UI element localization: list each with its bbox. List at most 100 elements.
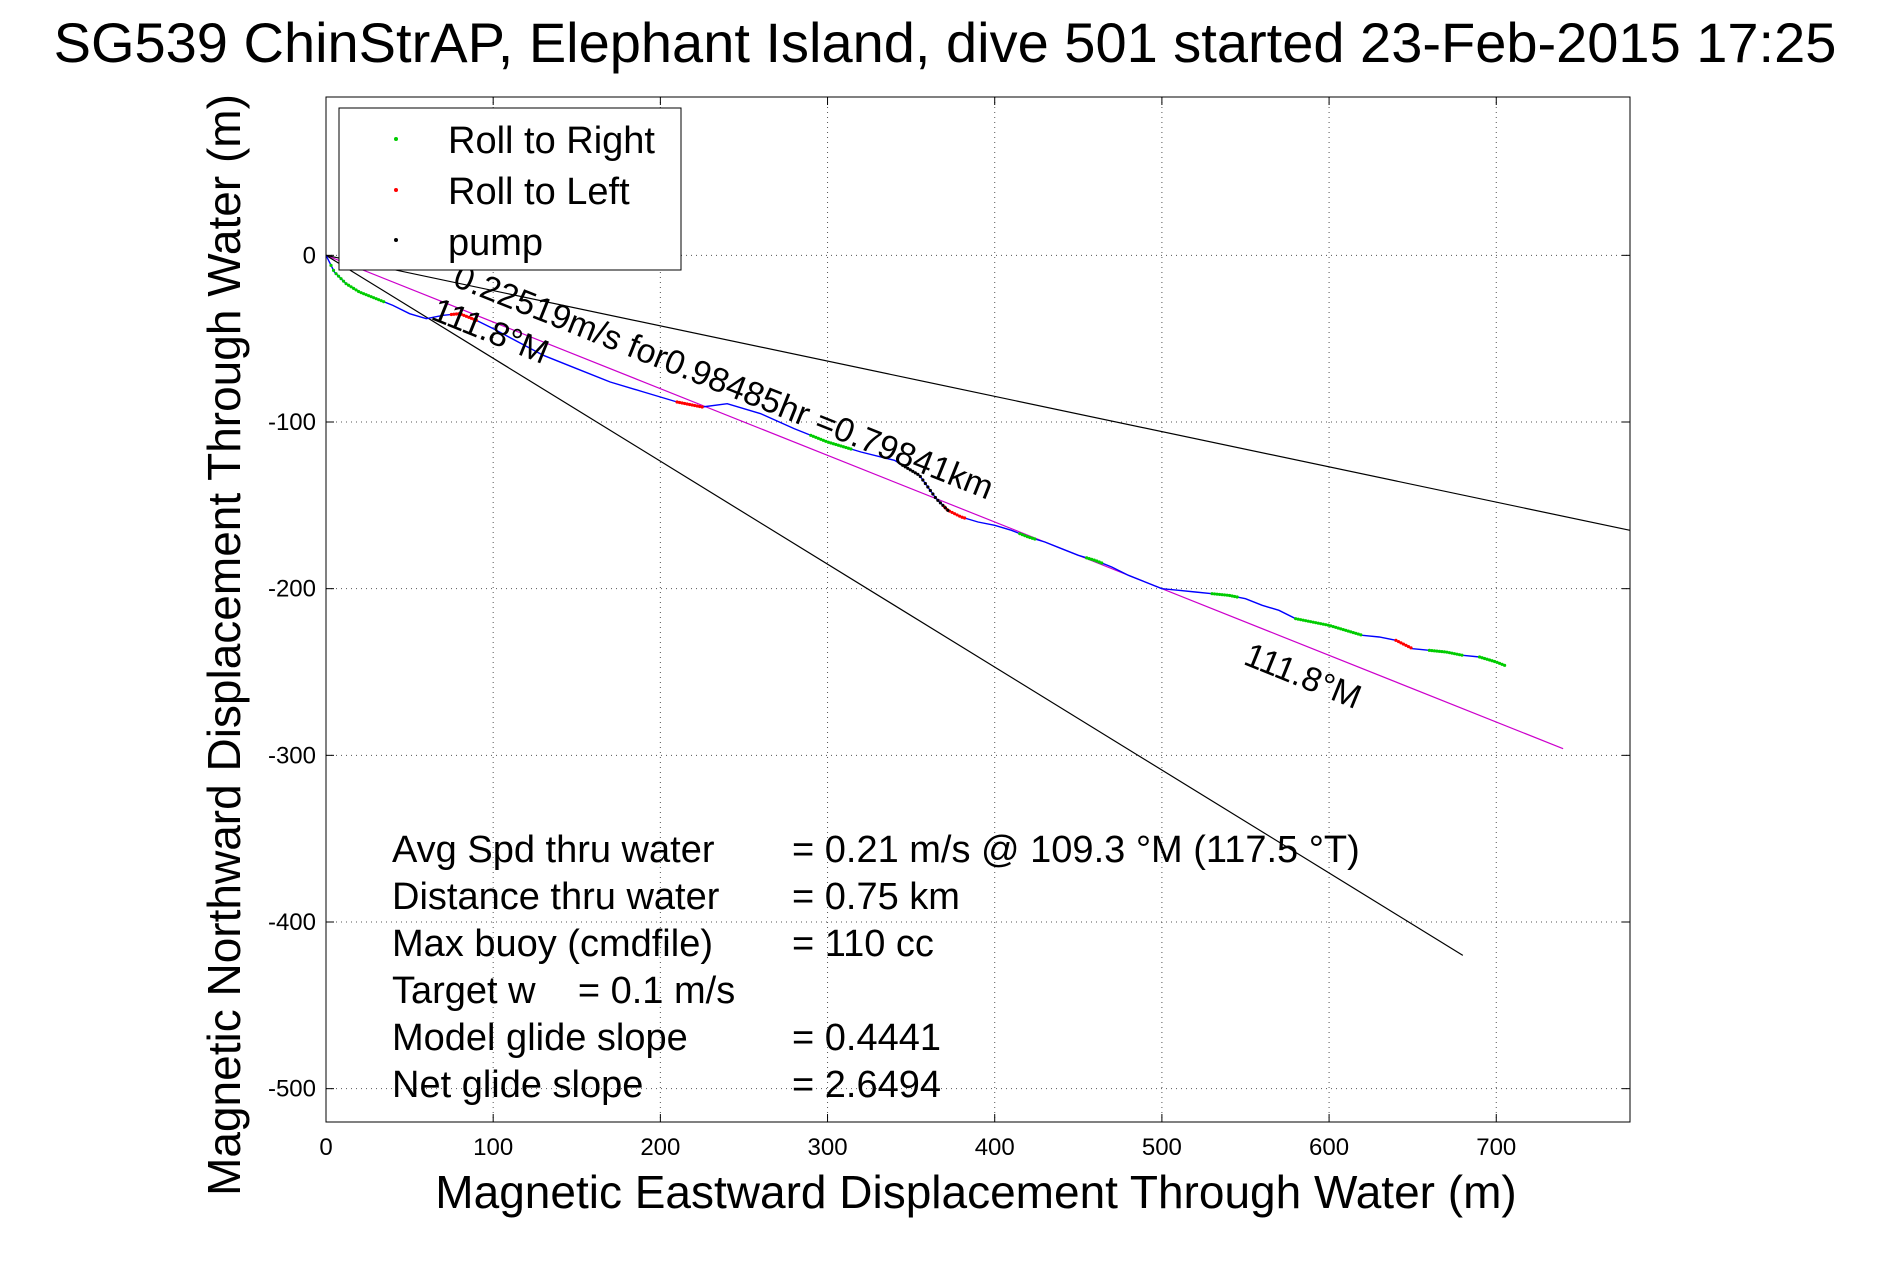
y-tick-label: 0 (303, 242, 316, 269)
plot-frame (325, 96, 1631, 1123)
pump-point (938, 501, 942, 505)
roll-right-point (1329, 624, 1333, 628)
roll-right-point (344, 282, 348, 286)
roll-right-point (1482, 656, 1487, 661)
roll-left-point (1406, 644, 1411, 649)
roll-right-point (844, 445, 848, 450)
bound-1-line (325, 254, 1631, 531)
roll-right-point (339, 277, 343, 281)
roll-left-point (449, 312, 453, 317)
pump-point (928, 488, 932, 493)
roll-right-point (1440, 649, 1444, 654)
roll-right-point (1503, 663, 1507, 667)
roll-right-point (1092, 558, 1096, 562)
x-tick-label: 400 (975, 1134, 1015, 1161)
x-tick-label: 600 (1309, 1134, 1349, 1161)
pump-point (916, 472, 920, 476)
roll-right-point (1299, 618, 1303, 622)
x-tick-label: 100 (473, 1134, 513, 1161)
roll-right-point (1314, 621, 1318, 625)
roll-right-point (1222, 593, 1227, 597)
y-tick-label: -200 (268, 576, 316, 603)
roll-right-point (1030, 536, 1034, 540)
stats-block: Avg Spd thru water = 0.21 m/s @ 109.3 °M… (392, 829, 1360, 1106)
roll-right-point (372, 296, 376, 300)
roll-left-point (950, 510, 954, 515)
pump-point (901, 463, 905, 467)
roll-right-point (1033, 537, 1037, 541)
roll-right-point (1100, 561, 1104, 565)
roll-left-point (685, 402, 689, 406)
y-tick-label: -100 (268, 409, 316, 436)
bound-2-line (325, 254, 1464, 956)
roll-right-point (1490, 659, 1494, 663)
roll-left-point (693, 403, 697, 408)
roll-right-point (1326, 623, 1330, 627)
roll-right-point (336, 274, 341, 278)
roll-right-point (334, 272, 338, 276)
heading-fit-line (325, 254, 1564, 750)
roll-right-point (1316, 621, 1320, 625)
roll-left-point (690, 403, 694, 407)
roll-left-point (452, 312, 456, 316)
roll-right-point (1445, 650, 1449, 654)
legend-label-roll-right: Roll to Right (448, 120, 655, 162)
roll-left-point (467, 315, 471, 319)
y-tick-label: -400 (268, 909, 316, 936)
roll-left-point (952, 512, 957, 516)
roll-right-point (346, 283, 351, 287)
roll-right-point (1304, 619, 1308, 623)
roll-right-point (1212, 592, 1217, 596)
roll-right-point (1437, 649, 1442, 653)
stat-value-distance: = 0.75 km (792, 876, 960, 918)
roll-right-point (1487, 658, 1492, 662)
roll-right-point (834, 442, 838, 447)
roll-right-point (1492, 659, 1497, 664)
roll-left-point (688, 402, 692, 407)
roll-right-point (367, 294, 371, 298)
roll-right-point (1356, 632, 1360, 636)
stat-value-model-glide: = 0.4441 (792, 1017, 941, 1059)
reference-lines (325, 254, 1631, 956)
stat-label-avg-speed: Avg Spd thru water (392, 829, 715, 871)
roll-right-point (1435, 649, 1439, 653)
roll-left-point (1394, 638, 1398, 642)
pump-point (941, 503, 945, 507)
roll-right-point (1485, 657, 1489, 661)
x-tick-label: 0 (319, 1134, 332, 1161)
x-tick-label: 500 (1142, 1134, 1182, 1161)
roll-right-point (341, 279, 346, 283)
roll-right-point (1321, 622, 1325, 626)
y-axis-label: Magnetic Northward Displacement Through … (198, 94, 250, 1196)
roll-right-point (362, 292, 366, 296)
roll-left-point (695, 404, 699, 408)
roll-right-point (1455, 652, 1459, 656)
roll-right-point (1498, 661, 1502, 665)
roll-left-point (677, 400, 682, 405)
roll-right-point (1341, 627, 1345, 632)
roll-right-point (846, 446, 851, 450)
roll-right-point (1346, 629, 1350, 633)
roll-right-point (1087, 556, 1091, 561)
roll-right-point (1309, 620, 1313, 624)
roll-right-point (849, 447, 853, 451)
pump-point (921, 478, 925, 482)
stat-label-max-buoy: Max buoy (cmdfile) (392, 923, 713, 965)
roll-right-point (349, 285, 353, 289)
roll-right-point (826, 440, 830, 444)
x-tick-label: 200 (640, 1134, 680, 1161)
roll-right-point (1319, 622, 1323, 626)
roll-right-point (839, 444, 843, 448)
roll-left-point (675, 400, 679, 404)
roll-right-point (1028, 535, 1032, 540)
chart-title: SG539 ChinStrAP, Elephant Island, dive 5… (54, 11, 1837, 74)
roll-right-point (1020, 533, 1024, 537)
pump-point (906, 466, 910, 470)
roll-left-point (459, 312, 464, 316)
roll-right-point (364, 293, 368, 297)
roll-right-point (1500, 662, 1504, 666)
roll-right-point (1230, 594, 1234, 598)
roll-right-point (1301, 618, 1305, 622)
x-axis-label: Magnetic Eastward Displacement Through W… (435, 1166, 1516, 1218)
roll-right-point (1457, 653, 1462, 657)
